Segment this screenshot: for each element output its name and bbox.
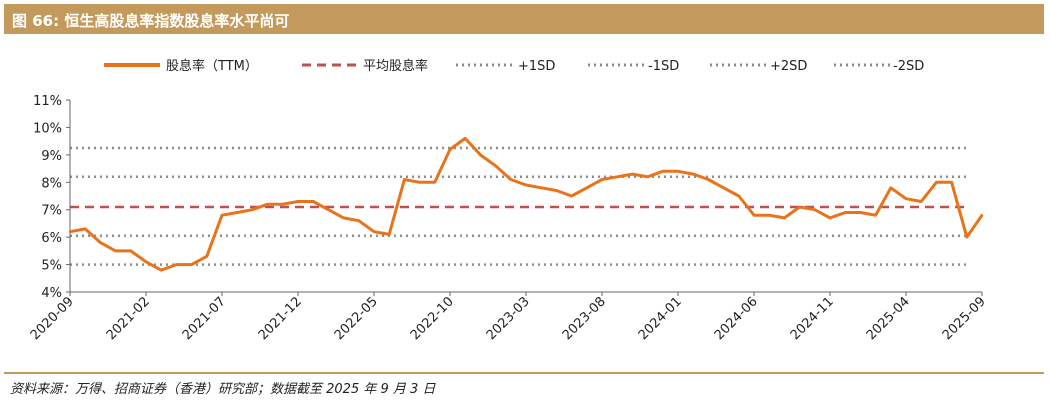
data-point <box>661 170 664 173</box>
data-point <box>737 194 740 198</box>
x-tick-label: 2025-09 <box>940 294 989 343</box>
axes: 4% 5% 6% 7% 8% 9% 10% 11% 2020-09 2021-02 2021-07 2… <box>28 94 989 343</box>
y-tick-label: 8% <box>41 176 62 191</box>
legend-label-minus1sd: -1SD <box>648 59 679 74</box>
legend-label-plus1sd: +1SD <box>518 59 555 74</box>
data-point <box>68 230 72 233</box>
x-tick-label: 2022-05 <box>332 294 381 343</box>
data-point <box>783 216 786 220</box>
data-point <box>220 214 224 217</box>
data-point <box>251 208 254 211</box>
data-point <box>99 241 102 244</box>
x-tick-label: 2021-12 <box>256 294 305 343</box>
x-tick-label: 2021-02 <box>104 294 153 343</box>
y-tick-label: 10% <box>33 121 62 136</box>
data-point <box>874 214 877 217</box>
data-point <box>676 170 680 173</box>
data-point <box>707 178 710 181</box>
data-point <box>540 186 543 189</box>
x-tick-label: 2024-06 <box>712 294 761 343</box>
data-point <box>859 211 862 214</box>
data-point <box>418 181 421 184</box>
source-note: 资料来源：万得、招商证券（香港）研究部；数据截至 2025 年 9 月 3 日 <box>10 382 436 397</box>
data-point <box>464 137 467 140</box>
data-point <box>844 211 847 214</box>
data-point <box>980 214 984 217</box>
data-point <box>646 175 649 178</box>
data-point <box>585 186 588 189</box>
x-tick-label: 2025-04 <box>864 294 913 343</box>
data-point <box>114 249 117 253</box>
legend-label-mean: 平均股息率 <box>363 58 428 74</box>
data-point <box>509 178 512 181</box>
data-point <box>479 153 482 157</box>
y-tick-label: 11% <box>33 94 62 109</box>
data-point <box>448 148 452 151</box>
data-point <box>828 216 832 220</box>
data-point <box>357 219 360 222</box>
bottom-rule <box>4 372 1044 374</box>
legend-label-plus2sd: +2SD <box>770 59 807 74</box>
title-bar: 图 66: 恒生高股息率指数股息率水平尚可 <box>4 4 1044 34</box>
data-point <box>935 181 938 184</box>
data-point <box>798 205 801 209</box>
data-point <box>403 178 406 181</box>
data-point <box>312 200 315 203</box>
data-point <box>555 189 558 192</box>
x-tick-label: 2020-09 <box>28 294 77 343</box>
x-tick-label: 2024-01 <box>636 294 685 343</box>
data-point <box>494 164 497 167</box>
legend-label-minus2sd: -2SD <box>893 59 924 74</box>
y-tick-label: 4% <box>41 286 62 301</box>
data-point <box>600 178 604 181</box>
data-point <box>920 200 923 203</box>
x-tick-label: 2021-07 <box>180 294 229 343</box>
y-tick-label: 6% <box>41 231 62 246</box>
data-point <box>388 233 391 236</box>
figure-title: 图 66: 恒生高股息率指数股息率水平尚可 <box>12 12 290 30</box>
data-point <box>631 172 634 176</box>
data-point <box>813 208 816 211</box>
legend-label-ttm: 股息率（TTM） <box>166 58 258 74</box>
data-point <box>616 175 619 178</box>
data-point <box>129 249 132 253</box>
data-point <box>722 186 725 189</box>
data-point <box>84 227 87 231</box>
data-point <box>570 194 573 198</box>
y-tick-label: 7% <box>41 204 62 219</box>
data-point <box>327 208 330 211</box>
x-tick-label: 2023-03 <box>484 294 533 343</box>
data-point <box>965 235 968 239</box>
data-point <box>950 181 953 184</box>
data-point <box>205 255 208 258</box>
data-point <box>175 263 178 266</box>
data-point <box>768 214 771 217</box>
data-point <box>524 183 528 187</box>
data-point <box>904 197 908 200</box>
series-layer <box>68 136 984 272</box>
data-point <box>144 260 148 263</box>
data-point <box>296 200 300 203</box>
data-point <box>342 216 345 220</box>
data-point <box>160 268 163 272</box>
y-tick-label: 9% <box>41 149 62 164</box>
x-tick-label: 2023-08 <box>560 294 609 343</box>
x-tick-label: 2022-10 <box>408 294 457 343</box>
data-point <box>752 214 756 217</box>
data-point <box>236 211 239 214</box>
data-point <box>889 186 892 189</box>
data-point <box>433 181 436 184</box>
x-tick-label: 2024-11 <box>788 294 837 343</box>
data-point <box>190 263 193 266</box>
y-tick-label: 5% <box>41 259 62 274</box>
series-line-ttm <box>69 136 984 272</box>
legend: 股息率（TTM） 平均股息率 +1SD -1SD +2SD -2SD <box>104 58 924 74</box>
data-point <box>372 230 376 233</box>
data-point <box>266 203 269 206</box>
data-point <box>692 172 695 176</box>
reference-lines <box>70 146 966 266</box>
data-point <box>281 203 284 206</box>
